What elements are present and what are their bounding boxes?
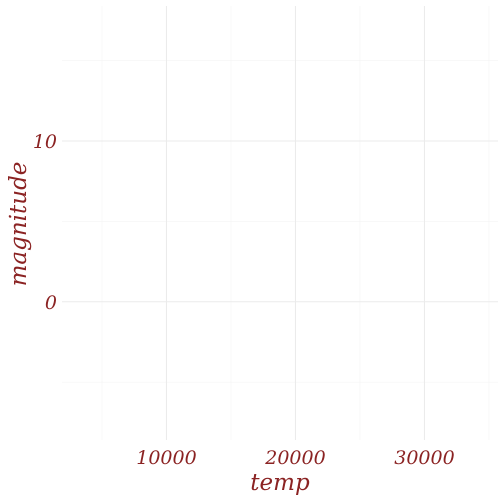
y-axis-title: magnitude <box>6 162 32 287</box>
x-axis-title: temp <box>250 470 310 496</box>
y-tick-label: 10 <box>33 131 57 153</box>
grid-minor <box>62 6 498 440</box>
grid-major <box>62 6 498 440</box>
y-tick-label: 0 <box>45 292 57 314</box>
x-tick-label: 30000 <box>394 447 454 469</box>
x-tick-label: 20000 <box>264 447 325 469</box>
x-tick-label: 10000 <box>136 447 196 469</box>
x-tick-labels: 10000 20000 30000 <box>136 447 454 469</box>
y-tick-labels: 0 10 <box>33 131 57 314</box>
